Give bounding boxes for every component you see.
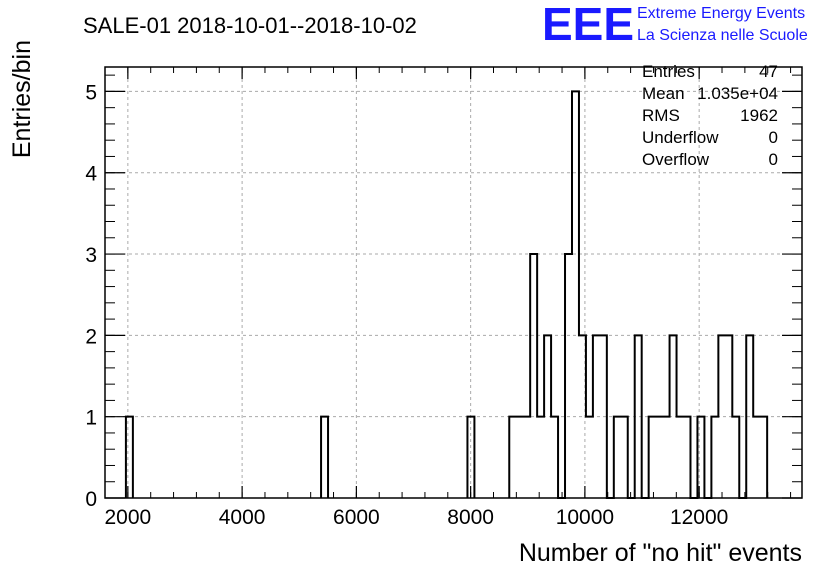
stat-value: 1.035e+04: [697, 84, 778, 103]
x-tick-label: 2000: [104, 506, 151, 529]
axis-ticks: [104, 67, 802, 499]
histogram-bin: [572, 91, 579, 498]
histogram-bin: [732, 417, 739, 498]
stat-label: Entries: [642, 62, 695, 81]
eee-logo-line1: Extreme Energy Events: [637, 5, 805, 22]
plot-frame: [104, 66, 803, 499]
histogram-outline: [124, 90, 769, 499]
x-tick-label: 6000: [333, 506, 380, 529]
histogram-bin: [467, 417, 474, 498]
histogram-bin: [746, 335, 753, 498]
stats-box: Entries 47 Mean 1.035e+04 RMS 1962 Underflow 0 O…: [642, 62, 778, 169]
histogram-bin: [670, 335, 677, 498]
histogram-bin: [579, 335, 586, 498]
stat-label: Overflow: [642, 150, 710, 169]
histogram-bin: [725, 335, 732, 498]
grid-lines: [105, 67, 802, 498]
histogram-bin: [544, 335, 551, 498]
histogram-bin: [684, 417, 691, 498]
stat-value: 1962: [740, 106, 778, 125]
x-tick-label: 8000: [447, 506, 494, 529]
chart-title: SALE-01 2018-10-01--2018-10-02: [83, 13, 417, 38]
eee-logo-line2: La Scienza nelle Scuole: [637, 27, 808, 44]
histogram-bin: [551, 417, 558, 498]
eee-logo-mark: EEE: [542, 0, 634, 50]
stat-value: 0: [769, 128, 778, 147]
histogram-bin: [663, 417, 670, 498]
histogram-bin: [697, 417, 704, 498]
x-tick-label: 4000: [219, 506, 266, 529]
histogram-bin: [711, 417, 718, 498]
y-axis-label: Entries/bin: [8, 40, 36, 158]
histogram-bin: [523, 417, 530, 498]
histogram-bin: [516, 417, 523, 498]
histogram-bin: [321, 417, 328, 498]
histogram-bin: [753, 417, 760, 498]
y-tick-label: 1: [85, 407, 97, 430]
histogram-bin: [718, 335, 725, 498]
histogram-bin: [537, 417, 544, 498]
x-tick-label: 10000: [556, 506, 614, 529]
histogram-bin: [635, 335, 642, 498]
histogram-bin: [586, 417, 593, 498]
stat-label: RMS: [642, 106, 680, 125]
stat-label: Underflow: [642, 128, 719, 147]
y-tick-label: 3: [85, 244, 97, 267]
y-tick-label: 5: [85, 81, 97, 104]
histogram-bin: [649, 417, 656, 498]
y-tick-label: 2: [85, 325, 97, 348]
histogram-bin: [614, 417, 621, 498]
histogram-bins: [124, 90, 769, 499]
y-tick-label: 4: [85, 163, 97, 186]
histogram-bin: [677, 417, 684, 498]
y-tick-label: 0: [85, 488, 97, 511]
histogram-bin: [621, 417, 628, 498]
stat-value: 0: [769, 150, 778, 169]
tick-labels: 2000 4000 6000 8000 10000 12000 0 1 2 3 4 5: [85, 81, 728, 529]
x-axis-label: Number of "no hit" events: [519, 539, 802, 567]
histogram-bin: [656, 417, 663, 498]
stat-value: 47: [759, 62, 778, 81]
histogram-bin: [565, 254, 572, 498]
histogram-bin: [530, 254, 537, 498]
eee-logo: EEE Extreme Energy Events La Scienza nel…: [542, 0, 808, 50]
histogram-bin: [593, 335, 600, 498]
stat-label: Mean: [642, 84, 685, 103]
x-tick-label: 12000: [670, 506, 728, 529]
histogram-bin: [760, 417, 767, 498]
histogram-bin: [509, 417, 516, 498]
histogram-bin: [126, 417, 133, 498]
histogram-bin: [600, 335, 607, 498]
